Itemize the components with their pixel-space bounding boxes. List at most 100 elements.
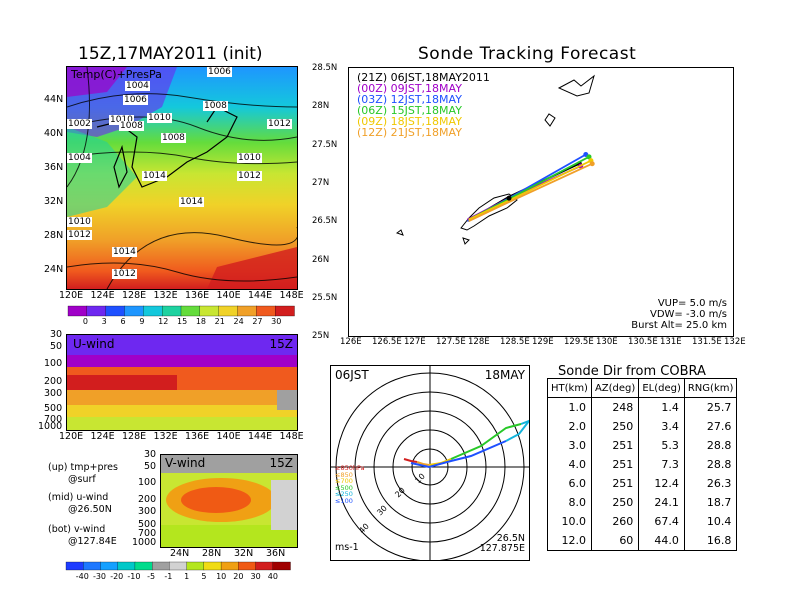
- note-bot-line2: @127.84E: [68, 536, 117, 547]
- v-wind-y-tick: 500: [138, 519, 157, 530]
- temp-lat-tick: 40N: [44, 128, 64, 139]
- temp-lon-tick: 148E: [279, 290, 304, 301]
- u-wind-x-tick: 128E: [122, 431, 147, 442]
- tracking-legend-entry: (12Z) 21JST,18MAY: [357, 126, 462, 139]
- tracking-lon-tick: 129E: [532, 337, 554, 347]
- table-cell: 250: [590, 493, 640, 512]
- u-wind-x-tick: 148E: [279, 431, 304, 442]
- direction-table-header-cell: AZ(deg): [590, 378, 640, 398]
- v-wind-colorbar-tick: 10: [216, 572, 227, 581]
- table-cell: 24.1: [638, 493, 685, 512]
- tracking-lat-tick: 28N: [312, 101, 330, 112]
- polar-position: 26.5N 127.875E: [480, 534, 525, 554]
- v-wind-y-tick: 50: [144, 461, 157, 472]
- table-cell: 28.8: [683, 455, 738, 474]
- temp-colorbar-swatch: [124, 305, 144, 317]
- u-wind-x-tick: 132E: [153, 431, 178, 442]
- note-up-line2: @surf: [68, 474, 96, 485]
- polar-units: ms-1: [335, 542, 359, 553]
- param-vup: VUP= 5.0 m/s: [657, 298, 727, 309]
- direction-table-body: 1.0 248 1.4 25.7 2.0 250 3.4 27.6 3.0 251 5.3 28.8 4…: [547, 397, 738, 551]
- temp-colorbar-tick: 21: [214, 317, 225, 326]
- v-wind-colorbar-swatch: [83, 561, 102, 571]
- tracking-lon-tick: 128.5E: [500, 337, 530, 347]
- left-title: 15Z,17MAY2011 (init): [78, 44, 263, 64]
- pressure-label: 1012: [267, 119, 292, 129]
- u-wind-y-tick: 700: [44, 414, 63, 425]
- temp-lon-tick: 140E: [216, 290, 241, 301]
- u-wind-x-tick: 124E: [90, 431, 115, 442]
- table-cell: 18.7: [683, 493, 738, 512]
- temp-colorbar-swatch: [256, 305, 276, 317]
- note-mid: (mid) u-wind @26.50N: [48, 492, 112, 516]
- pressure-label: 1010: [147, 113, 172, 123]
- temp-map-panel: Temp(C)+PresPa 1006 1004 1006 1008 1002 1010 1…: [66, 66, 298, 290]
- v-wind-y-tick: 30: [144, 449, 157, 460]
- table-cell: 60: [590, 531, 640, 551]
- temp-colorbar-tick: 18: [195, 317, 207, 326]
- v-wind-colorbar-swatch: [255, 561, 274, 571]
- tracking-lat-tick: 26.5N: [312, 216, 338, 227]
- pressure-label: 1012: [67, 230, 92, 240]
- table-row: 3.0 251 5.3 28.8: [547, 436, 738, 455]
- v-wind-colorbar-swatch: [100, 561, 119, 571]
- u-wind-y-tick: 30: [50, 329, 63, 340]
- table-cell: 6.0: [547, 474, 592, 493]
- v-wind-x-tick: 32N: [234, 548, 254, 559]
- table-cell: 5.3: [638, 436, 685, 455]
- pressure-label: 1006: [123, 95, 148, 105]
- polar-rings: [331, 366, 529, 560]
- temp-colorbar-tick: 3: [101, 317, 107, 326]
- track-lines-group: [466, 152, 595, 222]
- table-cell: 28.8: [683, 436, 738, 455]
- temp-colorbar-swatch: [143, 305, 163, 317]
- pressure-label: 1008: [119, 121, 144, 131]
- v-wind-colorbar-swatch: [134, 561, 153, 571]
- polar-time: 06JST: [335, 368, 369, 382]
- v-wind-colorbar-tick: 30: [250, 572, 261, 581]
- direction-table-wrap: HT(km) AZ(deg) EL(deg) RNG(km) 1.0 248 1.4 25.…: [547, 378, 738, 551]
- u-wind-x-tick: 144E: [248, 431, 273, 442]
- temp-colorbar-tick: 30: [271, 317, 282, 326]
- direction-table-header-cell: HT(km): [547, 378, 592, 398]
- v-wind-label: V-wind: [165, 456, 206, 470]
- pressure-label: 1010: [237, 153, 262, 163]
- table-cell: 26.3: [683, 474, 738, 493]
- right-title: Sonde Tracking Forecast: [418, 44, 637, 64]
- temp-lat-tick: 24N: [44, 264, 64, 275]
- table-cell: 10.0: [547, 512, 592, 531]
- table-cell: 4.0: [547, 455, 592, 474]
- temp-lon-tick: 124E: [90, 290, 115, 301]
- table-cell: 27.6: [683, 417, 738, 436]
- u-wind-y-tick: 500: [44, 403, 63, 414]
- polar-level-entry: ≥850hPa: [335, 464, 365, 472]
- pressure-label: 1014: [179, 197, 204, 207]
- v-wind-colorbar: [65, 561, 291, 571]
- pressure-label: 1014: [112, 247, 137, 257]
- tracking-lon-tick: 126E: [340, 337, 362, 347]
- direction-table: HT(km) AZ(deg) EL(deg) RNG(km) 1.0 248 1.4 25.…: [547, 378, 738, 551]
- param-burst: Burst Alt= 25.0 km: [631, 320, 727, 331]
- temp-lon-tick: 128E: [122, 290, 147, 301]
- track-line: [468, 159, 592, 221]
- tracking-params: VUP= 5.0 m/s VDW= -3.0 m/s Burst Alt= 25…: [631, 298, 727, 331]
- direction-table-title: Sonde Dir from COBRA: [558, 364, 706, 379]
- temp-colorbar-swatch: [105, 305, 126, 317]
- tracking-lon-tick: 126.5E: [372, 337, 402, 347]
- temp-colorbar-swatch: [180, 305, 201, 317]
- v-wind-colorbar-swatch: [186, 561, 205, 571]
- pressure-label: 1004: [67, 153, 92, 163]
- polar-lat: 26.5N: [496, 533, 525, 544]
- polar-date: 18MAY: [484, 368, 525, 382]
- temp-colorbar-swatch: [199, 305, 220, 317]
- table-cell: 44.0: [638, 531, 685, 551]
- table-cell: 7.3: [638, 455, 685, 474]
- tracking-lon-tick: 130.5E: [628, 337, 658, 347]
- track-burst-point: [589, 161, 595, 167]
- table-row: 12.0 60 44.0 16.8: [547, 531, 738, 551]
- temp-colorbar-tick: 6: [120, 317, 126, 326]
- polar-level-entry: ≤250: [335, 490, 353, 498]
- table-row: 1.0 248 1.4 25.7: [547, 397, 738, 417]
- direction-table-header: HT(km) AZ(deg) EL(deg) RNG(km): [547, 378, 738, 398]
- tracking-lon-tick: 132E: [724, 337, 746, 347]
